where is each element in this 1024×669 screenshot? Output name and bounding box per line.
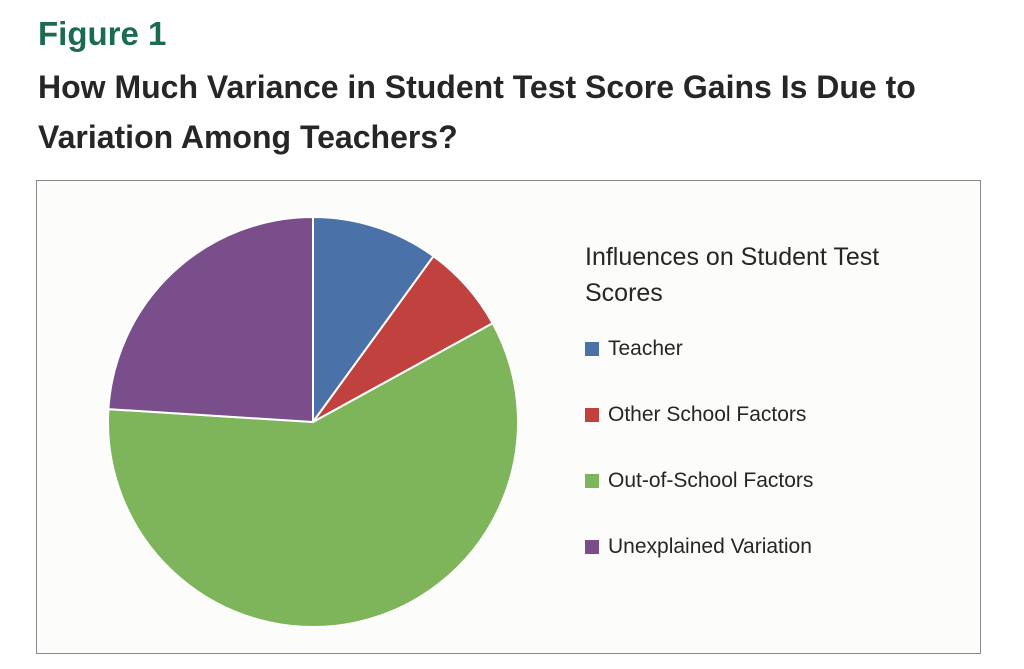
legend-label: Teacher (608, 337, 683, 360)
legend-label: Other School Factors (608, 403, 807, 426)
legend-item-teacher: Teacher (585, 333, 885, 365)
legend-swatch (585, 408, 599, 422)
legend: Influences on Student Test Scores Teache… (585, 239, 885, 597)
figure-title: How Much Variance in Student Test Score … (38, 69, 916, 155)
legend-swatch (585, 342, 599, 356)
legend-item-other-school-factors: Other School Factors (585, 399, 885, 431)
legend-item-unexplained-variation: Unexplained Variation (585, 531, 885, 563)
chart-container: Influences on Student Test Scores Teache… (36, 180, 981, 654)
legend-label: Unexplained Variation (608, 535, 812, 558)
legend-item-out-of-school-factors: Out-of-School Factors (585, 465, 885, 497)
legend-title: Influences on Student Test Scores (585, 243, 880, 307)
pie-slice-teacher (312, 215, 435, 426)
legend-items: Teacher Other School Factors Out-of-School… (585, 333, 885, 563)
legend-swatch (585, 540, 599, 554)
legend-swatch (585, 474, 599, 488)
pie-slice-unexplained-variation (107, 215, 314, 424)
pie-chart (107, 215, 519, 628)
pie-slice-out-of-school-factors (107, 321, 519, 628)
legend-label: Out-of-School Factors (608, 469, 814, 492)
figure-label: Figure 1 (38, 15, 167, 52)
